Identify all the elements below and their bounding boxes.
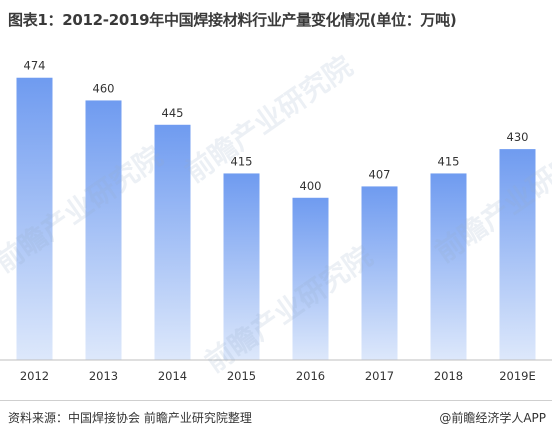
x-tick-label-2014: 2014 xyxy=(158,369,187,383)
x-tick-label-2019E: 2019E xyxy=(499,369,536,383)
bar-2012 xyxy=(16,77,53,360)
bar-2016 xyxy=(292,197,329,360)
chart-area: 474 460 445 415 400 407 415 430 2012 2013 2014 201… xyxy=(0,38,552,388)
bar-2019E xyxy=(499,149,536,360)
footer: 资料来源：中国焊接协会 前瞻产业研究院整理 @前瞻经济学人APP xyxy=(0,400,552,437)
data-label-2019E: 430 xyxy=(507,130,529,144)
x-tick-label-2017: 2017 xyxy=(365,369,394,383)
x-tick-label-2012: 2012 xyxy=(20,369,49,383)
bar-2014 xyxy=(154,124,191,361)
x-tick-label-2018: 2018 xyxy=(434,369,463,383)
chart-title: 图表1：2012-2019年中国焊接材料行业产量变化情况(单位：万吨) xyxy=(8,11,457,29)
data-label-2013: 460 xyxy=(93,81,115,95)
data-label-2015: 415 xyxy=(231,154,253,168)
brand-credit: @前瞻经济学人APP xyxy=(439,411,546,425)
bar-2013 xyxy=(85,100,122,360)
data-label-2016: 400 xyxy=(300,179,322,193)
source-note: 资料来源：中国焊接协会 前瞻产业研究院整理 xyxy=(8,411,252,425)
bar-2018 xyxy=(430,173,467,360)
x-tick-label-2016: 2016 xyxy=(296,369,325,383)
data-label-2014: 445 xyxy=(162,106,184,120)
bar-2015 xyxy=(223,173,260,360)
data-label-2018: 415 xyxy=(438,154,460,168)
bars-group: 474 460 445 415 400 407 415 430 xyxy=(16,59,536,361)
data-label-2012: 474 xyxy=(24,59,46,73)
x-tick-label-2013: 2013 xyxy=(89,369,118,383)
data-label-2017: 407 xyxy=(369,167,391,181)
x-tick-label-2015: 2015 xyxy=(227,369,256,383)
bar-2017 xyxy=(361,186,398,360)
x-ticks-group: 2012 2013 2014 2015 2016 2017 2018 2019E xyxy=(20,369,536,383)
